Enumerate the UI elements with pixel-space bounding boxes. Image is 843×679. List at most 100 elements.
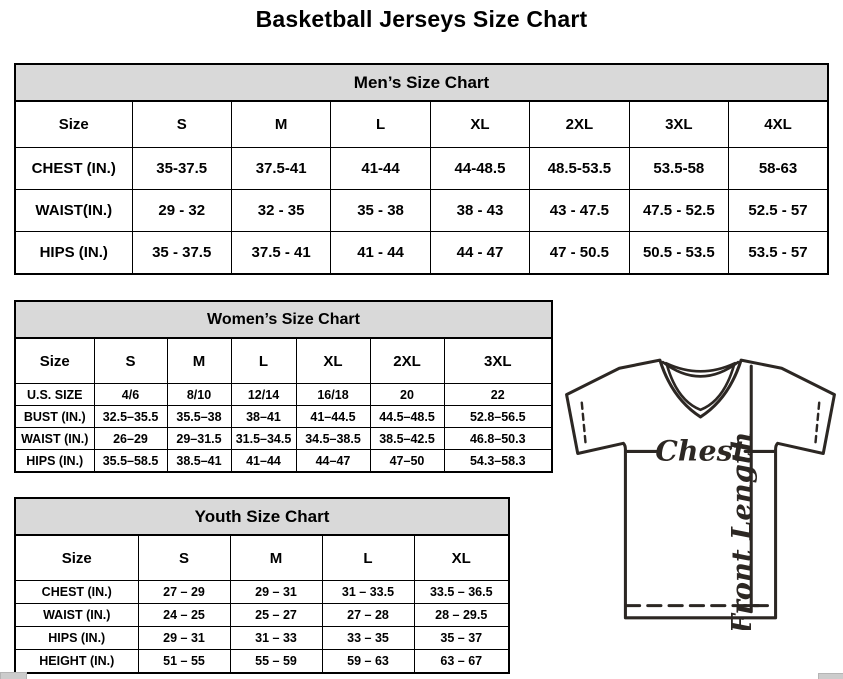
column-header: S xyxy=(93,337,168,384)
table-row: U.S. SIZE 4/6 8/10 12/14 16/18 20 22 xyxy=(14,383,553,406)
column-header: 2XL xyxy=(529,100,630,148)
cell: 35.5–38 xyxy=(166,405,232,428)
table-header-row: Size S M L XL 2XL 3XL 4XL xyxy=(14,100,829,148)
cell: 26–29 xyxy=(93,427,168,450)
cell: 31.5–34.5 xyxy=(230,427,297,450)
row-label: CHEST (IN.) xyxy=(14,147,133,190)
collar-v-inner xyxy=(665,363,736,412)
cell: 34.5–38.5 xyxy=(295,427,371,450)
column-header: Size xyxy=(14,534,139,581)
cell: 27 – 29 xyxy=(137,580,231,604)
table-row: HIPS (IN.) 29 – 31 31 – 33 33 – 35 35 – … xyxy=(14,626,510,650)
page-title: Basketball Jerseys Size Chart xyxy=(255,6,588,32)
front-length-label: Front Length xyxy=(726,432,758,630)
cell: 25 – 27 xyxy=(229,603,323,627)
mens-size-table: Men’s Size Chart Size S M L XL 2XL 3XL 4… xyxy=(14,63,829,275)
cell: 4/6 xyxy=(93,383,168,406)
cell: 38 - 43 xyxy=(429,189,531,232)
cell: 31 – 33 xyxy=(229,626,323,650)
right-cuff-seam xyxy=(813,401,821,448)
row-label: CHEST (IN.) xyxy=(14,580,139,604)
cell: 46.8–50.3 xyxy=(443,427,553,450)
chest-label: Chest xyxy=(655,434,745,468)
cell: 27 – 28 xyxy=(321,603,415,627)
collar-band-inner xyxy=(664,361,737,373)
cell: 41–44 xyxy=(230,449,297,473)
cell: 58-63 xyxy=(728,147,829,190)
mens-table-title: Men’s Size Chart xyxy=(14,63,829,102)
cell: 38–41 xyxy=(230,405,297,428)
cell: 63 – 67 xyxy=(413,649,510,674)
cell: 35 - 38 xyxy=(330,189,431,232)
table-row: WAIST (IN.) 26–29 29–31.5 31.5–34.5 34.5… xyxy=(14,427,553,450)
column-header: 4XL xyxy=(728,100,829,148)
row-label: WAIST (IN.) xyxy=(14,427,95,450)
womens-table-title: Women’s Size Chart xyxy=(14,300,553,339)
cell: 50.5 - 53.5 xyxy=(628,231,730,275)
cell: 44 - 47 xyxy=(429,231,531,275)
cell: 28 – 29.5 xyxy=(413,603,510,627)
column-header: M xyxy=(229,534,323,581)
cell: 37.5-41 xyxy=(230,147,332,190)
cell: 38.5–42.5 xyxy=(369,427,445,450)
cell: 33.5 – 36.5 xyxy=(413,580,510,604)
table-row: BUST (IN.) 32.5–35.5 35.5–38 38–41 41–44… xyxy=(14,405,553,428)
table-row: WAIST (IN.) 24 – 25 25 – 27 27 – 28 28 –… xyxy=(14,603,510,627)
table-row: CHEST (IN.) 35-37.5 37.5-41 41-44 44-48.… xyxy=(14,147,829,190)
cell: 35.5–58.5 xyxy=(93,449,168,473)
cell: 41–44.5 xyxy=(295,405,371,428)
horizontal-scrollbar-right[interactable] xyxy=(818,673,843,679)
table-row: WAIST(IN.) 29 - 32 32 - 35 35 - 38 38 - … xyxy=(14,189,829,232)
cell: 38.5–41 xyxy=(166,449,232,473)
row-label: HEIGHT (IN.) xyxy=(14,649,139,674)
column-header: XL xyxy=(429,100,531,148)
table-row: CHEST (IN.) 27 – 29 29 – 31 31 – 33.5 33… xyxy=(14,580,510,604)
row-label: WAIST(IN.) xyxy=(14,189,133,232)
cell: 16/18 xyxy=(295,383,371,406)
cell: 44.5–48.5 xyxy=(369,405,445,428)
cell: 35 – 37 xyxy=(413,626,510,650)
table-header-row: Size S M L XL xyxy=(14,534,510,581)
cell: 47–50 xyxy=(369,449,445,473)
youth-table-title: Youth Size Chart xyxy=(14,497,510,536)
cell: 53.5 - 57 xyxy=(728,231,829,275)
column-header: L xyxy=(230,337,297,384)
cell: 37.5 - 41 xyxy=(230,231,332,275)
column-header: S xyxy=(137,534,231,581)
cell: 8/10 xyxy=(166,383,232,406)
column-header: Size xyxy=(14,100,133,148)
column-header: 3XL xyxy=(628,100,730,148)
cell: 47 - 50.5 xyxy=(529,231,630,275)
row-label: U.S. SIZE xyxy=(14,383,95,406)
column-header: 2XL xyxy=(369,337,445,384)
table-row: HEIGHT (IN.) 51 – 55 55 – 59 59 – 63 63 … xyxy=(14,649,510,674)
column-header: L xyxy=(330,100,431,148)
womens-size-table: Women’s Size Chart Size S M L XL 2XL 3XL… xyxy=(14,300,553,473)
cell: 51 – 55 xyxy=(137,649,231,674)
cell: 29 – 31 xyxy=(137,626,231,650)
cell: 59 – 63 xyxy=(321,649,415,674)
cell: 24 – 25 xyxy=(137,603,231,627)
cell: 29 - 32 xyxy=(131,189,232,232)
table-row: HIPS (IN.) 35 - 37.5 37.5 - 41 41 - 44 4… xyxy=(14,231,829,275)
jersey-outline xyxy=(565,358,836,620)
jersey-measurement-diagram: Chest Front Length xyxy=(565,358,836,630)
cell: 20 xyxy=(369,383,445,406)
cell: 41 - 44 xyxy=(330,231,431,275)
horizontal-scrollbar-left[interactable] xyxy=(0,672,27,679)
row-label: HIPS (IN.) xyxy=(14,449,95,473)
cell: 55 – 59 xyxy=(229,649,323,674)
cell: 43 - 47.5 xyxy=(529,189,630,232)
table-row: HIPS (IN.) 35.5–58.5 38.5–41 41–44 44–47… xyxy=(14,449,553,473)
column-header: L xyxy=(321,534,415,581)
cell: 35-37.5 xyxy=(131,147,232,190)
row-label: HIPS (IN.) xyxy=(14,626,139,650)
cell: 44-48.5 xyxy=(429,147,531,190)
column-header: M xyxy=(230,100,332,148)
column-header: 3XL xyxy=(443,337,553,384)
cell: 35 - 37.5 xyxy=(131,231,232,275)
collar-band xyxy=(661,360,740,378)
row-label: BUST (IN.) xyxy=(14,405,95,428)
cell: 32 - 35 xyxy=(230,189,332,232)
